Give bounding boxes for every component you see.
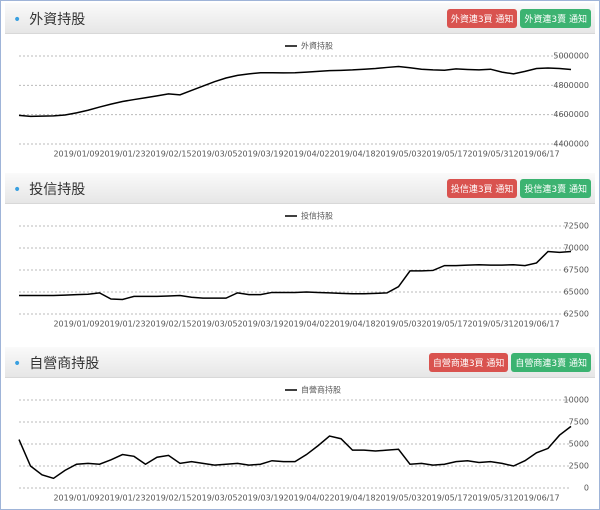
y-tick-label: 2500 [569,462,589,471]
x-tick-label: 2019/01/09 [53,150,99,159]
x-tick-label: 2019/04/18 [329,320,375,329]
y-tick-label: 0 [584,484,589,493]
notify-button[interactable]: 外資連3買 通知 [446,9,518,28]
y-tick-label: 67500 [564,266,589,275]
x-tick-label: 2019/05/03 [375,494,421,503]
x-tick-label: 2019/06/17 [513,150,559,159]
x-tick-label: 2019/04/18 [329,494,375,503]
x-tick-label: 2019/02/15 [145,494,191,503]
y-tick-label: 10000 [564,396,589,405]
x-tick-label: 2019/02/15 [145,150,191,159]
x-tick-label: 2019/05/17 [421,150,467,159]
x-tick-label: 2019/01/09 [53,320,99,329]
x-tick-label: 2019/03/05 [191,320,237,329]
legend-label: 外資持股 [301,41,333,51]
notify-button[interactable]: 自營商連3賣 通知 [511,353,591,372]
y-tick-label: 5000 [569,440,589,449]
x-tick-label: 2019/01/09 [53,494,99,503]
x-tick-label: 2019/05/17 [421,320,467,329]
x-tick-label: 2019/05/31 [467,150,513,159]
legend-label: 自營商持股 [301,385,341,395]
button-group: 自營商連3買 通知 自營商連3賣 通知 [428,353,591,372]
x-tick-label: 2019/03/05 [191,150,237,159]
y-tick-label: 70000 [564,244,589,253]
y-tick-label: 4600000 [553,110,589,119]
series-line [19,250,572,301]
notify-button[interactable]: 投信連3買 通知 [446,179,518,198]
x-tick-label: 2019/04/02 [283,150,329,159]
x-tick-label: 2019/05/31 [467,320,513,329]
panel-title: 投信持股 [13,179,85,199]
button-group: 外資連3買 通知 外資連3賣 通知 [446,9,591,28]
notify-button[interactable]: 自營商連3買 通知 [428,353,509,372]
x-tick-label: 2019/05/03 [375,150,421,159]
x-tick-label: 2019/03/19 [237,320,283,329]
panel-title: 自營商持股 [13,353,99,373]
x-tick-label: 2019/06/17 [513,494,559,503]
y-tick-label: 62500 [564,310,589,319]
y-tick-label: 4800000 [553,81,589,90]
notify-button[interactable]: 投信連3賣 通知 [520,179,591,198]
series-line [18,65,572,118]
button-group: 投信連3買 通知 投信連3賣 通知 [446,179,591,198]
x-tick-label: 2019/05/17 [421,494,467,503]
series-line [18,425,572,480]
x-tick-label: 2019/05/03 [375,320,421,329]
x-tick-label: 2019/03/19 [237,494,283,503]
panel-title: 外資持股 [13,9,85,29]
x-tick-label: 2019/02/15 [145,320,191,329]
x-tick-label: 2019/04/02 [283,494,329,503]
y-tick-label: 65000 [564,288,589,297]
x-tick-label: 2019/01/23 [99,150,145,159]
x-tick-label: 2019/04/02 [283,320,329,329]
y-tick-label: 72500 [564,222,589,231]
x-tick-label: 2019/05/31 [467,494,513,503]
notify-button[interactable]: 外資連3賣 通知 [520,9,591,28]
x-tick-label: 2019/04/18 [329,150,375,159]
x-tick-label: 2019/03/19 [237,150,283,159]
x-tick-label: 2019/06/17 [513,320,559,329]
y-tick-label: 5000000 [553,52,589,61]
x-tick-label: 2019/03/05 [191,494,237,503]
y-tick-label: 4400000 [553,140,589,149]
legend-label: 投信持股 [301,211,333,221]
x-tick-label: 2019/01/23 [99,320,145,329]
x-tick-label: 2019/01/23 [99,494,145,503]
y-tick-label: 7500 [569,418,589,427]
